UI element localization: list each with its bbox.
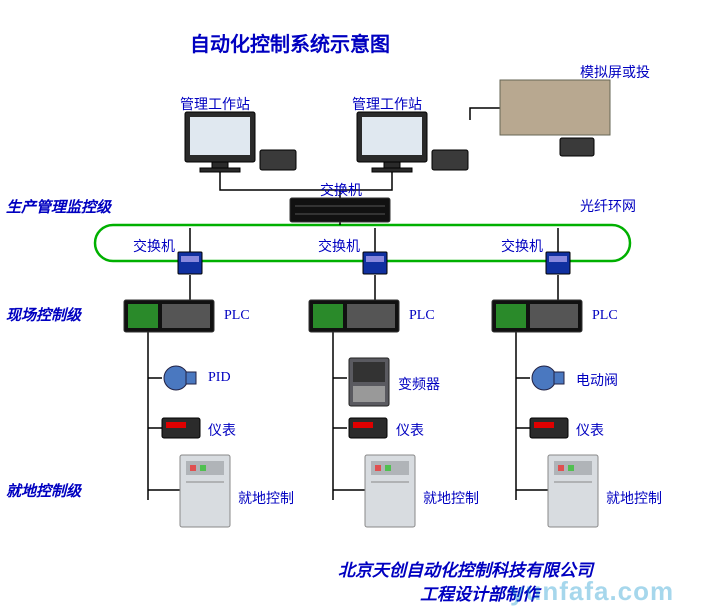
label-ws2: 管理工作站 bbox=[352, 94, 422, 114]
meter-1 bbox=[162, 418, 200, 438]
plc-2 bbox=[309, 300, 399, 332]
diagram-svg bbox=[0, 0, 706, 612]
cabinet-2 bbox=[365, 455, 415, 527]
plc-1 bbox=[124, 300, 214, 332]
label-local3: 就地控制 bbox=[606, 488, 662, 508]
meter-2 bbox=[349, 418, 387, 438]
label-ws1: 管理工作站 bbox=[180, 94, 250, 114]
label-vfd: 变频器 bbox=[398, 374, 440, 394]
label-sw1: 交换机 bbox=[133, 236, 175, 256]
main-switch bbox=[290, 198, 390, 222]
projector bbox=[500, 80, 610, 156]
cabinet-1 bbox=[180, 455, 230, 527]
label-ring: 光纤环网 bbox=[580, 196, 636, 216]
plc-3 bbox=[492, 300, 582, 332]
label-meter3: 仪表 bbox=[576, 420, 604, 440]
label-sw3: 交换机 bbox=[501, 236, 543, 256]
workstation-1 bbox=[185, 112, 296, 172]
valve-device bbox=[532, 366, 564, 390]
sub-switch-3 bbox=[546, 252, 570, 274]
label-pid: PID bbox=[208, 370, 231, 386]
label-plc1: PLC bbox=[224, 308, 250, 324]
sub-switch-1 bbox=[178, 252, 202, 274]
vfd-device bbox=[349, 358, 389, 406]
label-meter2: 仪表 bbox=[396, 420, 424, 440]
label-local1: 就地控制 bbox=[238, 488, 294, 508]
label-main-switch: 交换机 bbox=[320, 180, 362, 200]
sub-switch-2 bbox=[363, 252, 387, 274]
cabinet-3 bbox=[548, 455, 598, 527]
workstation-2 bbox=[357, 112, 468, 172]
label-local2: 就地控制 bbox=[423, 488, 479, 508]
label-level-local: 就地控制级 bbox=[6, 480, 81, 501]
label-sw2: 交换机 bbox=[318, 236, 360, 256]
diagram-stage: 自动化控制系统示意图 管理工作站 管理工作站 模拟屏或投 交换机 生产管理监控级… bbox=[0, 0, 706, 612]
label-valve: 电动阀 bbox=[576, 370, 618, 390]
meter-3 bbox=[530, 418, 568, 438]
label-level-mgmt: 生产管理监控级 bbox=[6, 196, 111, 217]
label-meter1: 仪表 bbox=[208, 420, 236, 440]
label-projector: 模拟屏或投 bbox=[580, 62, 650, 82]
watermark: yunfafa.com bbox=[510, 576, 674, 607]
label-plc2: PLC bbox=[409, 308, 435, 324]
label-plc3: PLC bbox=[592, 308, 618, 324]
diagram-title: 自动化控制系统示意图 bbox=[190, 28, 390, 57]
label-level-field: 现场控制级 bbox=[6, 304, 81, 325]
pid-device bbox=[164, 366, 196, 390]
